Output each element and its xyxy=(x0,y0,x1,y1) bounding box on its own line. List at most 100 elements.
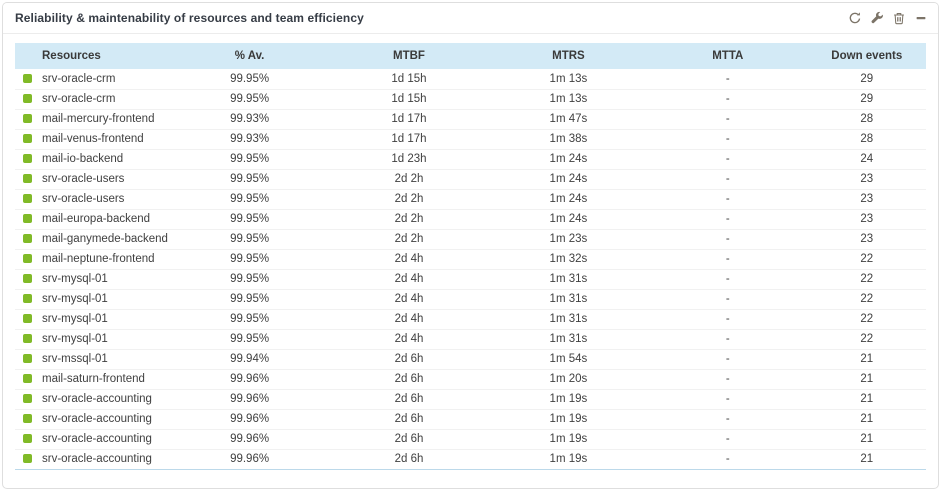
mtbf-cell: 2d 6h xyxy=(329,389,489,410)
status-ok-icon xyxy=(23,434,32,443)
resource-cell[interactable]: srv-mssql-01 xyxy=(15,349,170,370)
mtbf-cell: 2d 4h xyxy=(329,329,489,350)
resource-name[interactable]: srv-mysql-01 xyxy=(42,273,108,285)
resource-name[interactable]: mail-io-backend xyxy=(42,153,124,165)
mtbf-cell: 1d 15h xyxy=(329,69,489,90)
mtrs-cell: 1m 31s xyxy=(488,269,649,290)
availability-cell: 99.95% xyxy=(169,309,330,330)
col-header-mtta[interactable]: MTTA xyxy=(648,43,808,69)
status-ok-icon xyxy=(23,334,32,343)
resource-cell[interactable]: srv-oracle-accounting xyxy=(15,389,170,410)
resource-name[interactable]: srv-mysql-01 xyxy=(42,333,108,345)
resource-name[interactable]: srv-oracle-users xyxy=(42,173,125,185)
mtta-cell: - xyxy=(648,109,808,130)
status-ok-icon xyxy=(23,314,32,323)
mtrs-cell: 1m 19s xyxy=(488,429,649,450)
resource-cell[interactable]: mail-mercury-frontend xyxy=(15,109,170,130)
down-events-cell: 29 xyxy=(807,89,926,110)
resource-name[interactable]: srv-oracle-users xyxy=(42,193,125,205)
mtta-cell: - xyxy=(648,289,808,310)
mtbf-cell: 1d 17h xyxy=(329,109,489,130)
resource-cell[interactable]: mail-ganymede-backend xyxy=(15,229,170,250)
resource-cell[interactable]: srv-oracle-users xyxy=(15,169,170,190)
resource-name[interactable]: srv-mysql-01 xyxy=(42,313,108,325)
widget-title: Reliability & maintenability of resource… xyxy=(15,11,364,25)
resource-cell[interactable]: mail-io-backend xyxy=(15,149,170,170)
minimize-icon[interactable] xyxy=(913,11,928,26)
resource-cell[interactable]: srv-oracle-accounting xyxy=(15,449,170,470)
resource-name[interactable]: srv-oracle-crm xyxy=(42,93,116,105)
resource-name[interactable]: mail-europa-backend xyxy=(42,213,151,225)
mtta-cell: - xyxy=(648,249,808,270)
status-ok-icon xyxy=(23,114,32,123)
table-row: mail-neptune-frontend 99.95% 2d 4h 1m 32… xyxy=(15,249,926,270)
col-header-mtbf[interactable]: MTBF xyxy=(329,43,489,69)
resource-name[interactable]: mail-neptune-frontend xyxy=(42,253,155,265)
table-row: srv-oracle-users 99.95% 2d 2h 1m 24s - 2… xyxy=(15,189,926,210)
resource-cell[interactable]: srv-mysql-01 xyxy=(15,309,170,330)
resource-name[interactable]: srv-oracle-accounting xyxy=(42,453,152,465)
down-events-cell: 23 xyxy=(807,189,926,210)
resource-name[interactable]: srv-mysql-01 xyxy=(42,293,108,305)
resource-cell[interactable]: mail-saturn-frontend xyxy=(15,369,170,390)
resource-cell[interactable]: srv-oracle-crm xyxy=(15,69,170,90)
availability-cell: 99.95% xyxy=(169,169,330,190)
status-ok-icon xyxy=(23,154,32,163)
down-events-cell: 23 xyxy=(807,229,926,250)
col-header-availability[interactable]: % Av. xyxy=(169,43,330,69)
down-events-cell: 28 xyxy=(807,109,926,130)
resource-name[interactable]: srv-oracle-crm xyxy=(42,72,116,85)
table-header-row: Resources % Av. MTBF MTRS MTTA Down even… xyxy=(15,43,926,69)
refresh-icon[interactable] xyxy=(847,11,862,26)
resource-cell[interactable]: srv-mysql-01 xyxy=(15,269,170,290)
col-header-down-events[interactable]: Down events xyxy=(807,43,926,69)
mtbf-cell: 2d 6h xyxy=(329,429,489,450)
widget-toolbar xyxy=(847,11,928,26)
resource-cell[interactable]: mail-venus-frontend xyxy=(15,129,170,150)
mtbf-cell: 2d 4h xyxy=(329,249,489,270)
mtrs-cell: 1m 24s xyxy=(488,189,649,210)
resource-cell[interactable]: mail-neptune-frontend xyxy=(15,249,170,270)
col-header-mtrs[interactable]: MTRS xyxy=(488,43,649,69)
mtbf-cell: 2d 4h xyxy=(329,269,489,290)
trash-icon[interactable] xyxy=(891,11,906,26)
mtta-cell: - xyxy=(648,309,808,330)
mtbf-cell: 2d 4h xyxy=(329,309,489,330)
resource-cell[interactable]: mail-europa-backend xyxy=(15,209,170,230)
resource-cell[interactable]: srv-oracle-crm xyxy=(15,89,170,110)
mtta-cell: - xyxy=(648,229,808,250)
resource-name[interactable]: mail-venus-frontend xyxy=(42,133,144,145)
resource-cell[interactable]: srv-oracle-accounting xyxy=(15,429,170,450)
resource-name[interactable]: srv-oracle-accounting xyxy=(42,413,152,425)
resource-name[interactable]: mail-mercury-frontend xyxy=(42,113,155,125)
status-ok-icon xyxy=(23,174,32,183)
mtta-cell: - xyxy=(648,409,808,430)
reliability-widget: Reliability & maintenability of resource… xyxy=(2,2,939,489)
mtrs-cell: 1m 23s xyxy=(488,229,649,250)
resource-cell[interactable]: srv-oracle-accounting xyxy=(15,409,170,430)
resource-cell[interactable]: srv-oracle-users xyxy=(15,189,170,210)
resource-name[interactable]: srv-oracle-accounting xyxy=(42,433,152,445)
availability-cell: 99.95% xyxy=(169,149,330,170)
resource-cell[interactable]: srv-mysql-01 xyxy=(15,289,170,310)
down-events-cell: 22 xyxy=(807,249,926,270)
table-row: srv-oracle-accounting 99.96% 2d 6h 1m 19… xyxy=(15,429,926,450)
status-ok-icon xyxy=(23,134,32,143)
down-events-cell: 21 xyxy=(807,369,926,390)
down-events-cell: 21 xyxy=(807,349,926,370)
mtta-cell: - xyxy=(648,89,808,110)
mtbf-cell: 2d 2h xyxy=(329,209,489,230)
wrench-icon[interactable] xyxy=(869,11,884,26)
mtbf-cell: 2d 2h xyxy=(329,229,489,250)
mtrs-cell: 1m 31s xyxy=(488,309,649,330)
down-events-cell: 22 xyxy=(807,269,926,290)
down-events-cell: 24 xyxy=(807,149,926,170)
resource-name[interactable]: mail-ganymede-backend xyxy=(42,233,168,245)
resource-cell[interactable]: srv-mysql-01 xyxy=(15,329,170,350)
resource-name[interactable]: mail-saturn-frontend xyxy=(42,373,145,385)
availability-cell: 99.96% xyxy=(169,409,330,430)
resource-name[interactable]: srv-oracle-accounting xyxy=(42,393,152,405)
resource-name[interactable]: srv-mssql-01 xyxy=(42,353,108,365)
col-header-resources[interactable]: Resources xyxy=(15,43,170,69)
table-row: srv-oracle-crm 99.95% 1d 15h 1m 13s - 29 xyxy=(15,69,926,90)
